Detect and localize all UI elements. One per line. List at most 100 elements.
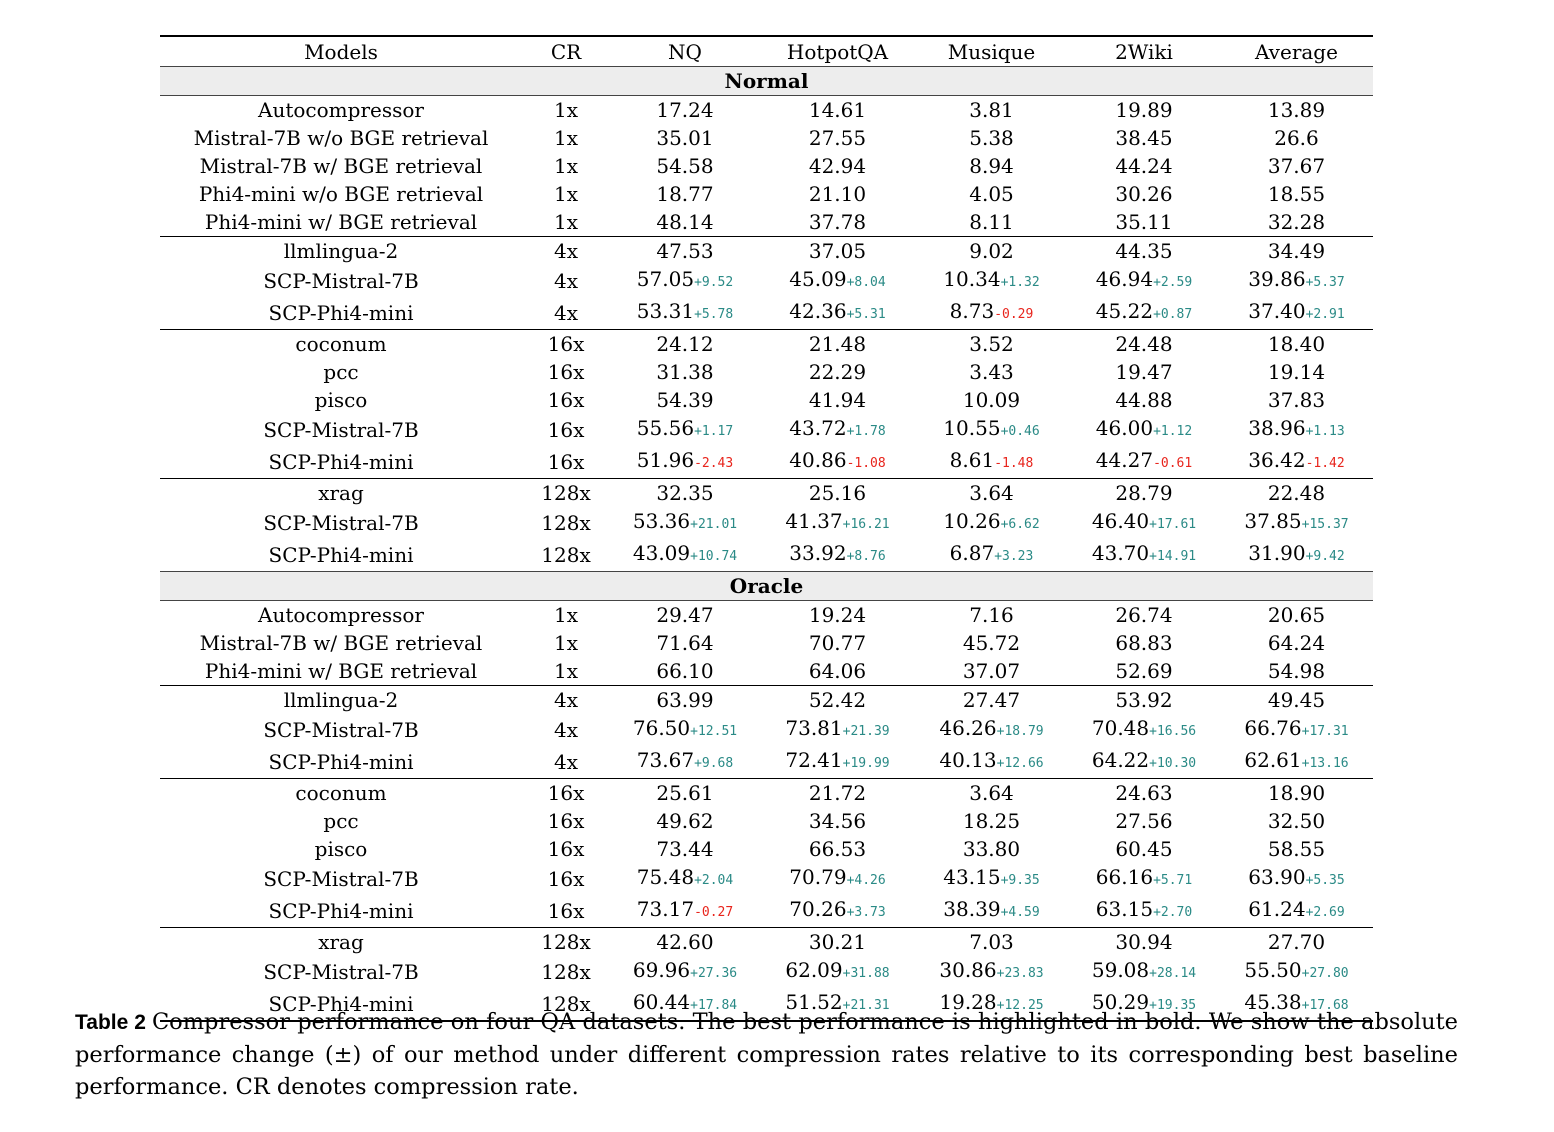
- cr-cell: 1x: [522, 180, 610, 208]
- score-cell: 72.41+19.99: [760, 746, 915, 779]
- score-cell: 25.61: [610, 778, 760, 807]
- score-value: 64.22: [1091, 748, 1150, 772]
- table-row: SCP-Phi4-mini 4x 73.67+9.68 72.41+19.99 40.1…: [160, 746, 1373, 779]
- score-cell: 73.17-0.27: [610, 895, 760, 928]
- score-cell: 54.98: [1220, 657, 1373, 686]
- score-value: 26.74: [1115, 603, 1173, 627]
- caption-label: Table 2: [75, 1011, 146, 1034]
- score-cell: 35.11: [1068, 208, 1220, 237]
- score-delta: -1.42: [1305, 456, 1345, 471]
- score-cell: 3.52: [915, 329, 1068, 358]
- cr-cell: 4x: [522, 746, 610, 779]
- model-name: coconum: [295, 781, 387, 805]
- table-row: SCP-Mistral-7B 128x 69.96+27.36 62.09+31.88…: [160, 956, 1373, 988]
- score-value: 19.47: [1115, 360, 1173, 384]
- score-value: 54.98: [1267, 659, 1326, 683]
- score-delta: +27.36: [690, 966, 738, 981]
- score-cell: 24.48: [1068, 329, 1220, 358]
- score-value: 18.55: [1267, 182, 1326, 206]
- score-cell: 64.06: [760, 657, 915, 686]
- score-delta: +2.91: [1305, 307, 1345, 322]
- score-value: 3.43: [969, 360, 1014, 384]
- section-header-row: Oracle: [160, 571, 1373, 601]
- score-cell: 24.12: [610, 329, 760, 358]
- score-cell: 31.90+9.42: [1220, 539, 1373, 572]
- score-value: 66.16: [1095, 865, 1154, 889]
- score-delta: +5.35: [1305, 873, 1345, 888]
- score-value: 9.02: [969, 239, 1014, 263]
- cr-cell: 1x: [522, 124, 610, 152]
- score-value: 48.14: [656, 210, 714, 234]
- score-cell: 10.09: [915, 386, 1068, 414]
- score-delta: +0.46: [1000, 424, 1040, 439]
- score-cell: 43.15+9.35: [915, 863, 1068, 895]
- model-cell: Phi4-mini w/o BGE retrieval: [160, 180, 522, 208]
- compression-rate: 1x: [553, 210, 578, 234]
- score-delta: +9.52: [694, 275, 734, 290]
- score-cell: 4.05: [915, 180, 1068, 208]
- score-delta: +1.78: [846, 424, 886, 439]
- column-header: 2Wiki: [1115, 39, 1173, 64]
- score-delta: +13.16: [1301, 756, 1349, 771]
- score-cell: 73.81+21.39: [760, 714, 915, 746]
- score-cell: 62.09+31.88: [760, 956, 915, 988]
- score-value: 45.72: [962, 631, 1021, 655]
- score-cell: 37.78: [760, 208, 915, 237]
- score-value: 47.53: [656, 239, 714, 263]
- score-value: 3.64: [969, 781, 1014, 805]
- table-row: xrag 128x 32.35 25.16 3.64 28.79 22.48: [160, 478, 1373, 507]
- column-header: Musique: [947, 39, 1036, 64]
- compression-rate: 16x: [547, 867, 585, 891]
- score-value: 52.42: [808, 688, 867, 712]
- model-name: SCP-Phi4-mini: [268, 543, 414, 567]
- compression-rate: 128x: [541, 481, 591, 505]
- score-cell: 44.24: [1068, 152, 1220, 180]
- score-value: 59.08: [1091, 958, 1150, 982]
- score-value: 61.24: [1248, 897, 1306, 921]
- score-cell: 57.05+9.52: [610, 265, 760, 297]
- score-cell: 45.38+17.68: [1220, 988, 1373, 1022]
- score-cell: 61.24+2.69: [1220, 895, 1373, 928]
- score-cell: 5.38: [915, 124, 1068, 152]
- score-value: 55.56: [636, 416, 695, 440]
- score-delta: +6.62: [1000, 517, 1040, 532]
- score-value: 31.90: [1248, 541, 1306, 565]
- score-value: 41.94: [808, 388, 867, 412]
- section-title: Normal: [160, 66, 1373, 96]
- compression-rate: 128x: [541, 543, 591, 567]
- table-row: SCP-Mistral-7B 128x 53.36+21.01 41.37+16.21…: [160, 507, 1373, 539]
- column-header: Average: [1255, 39, 1338, 64]
- score-cell: 51.52+21.31: [760, 988, 915, 1022]
- cr-cell: 128x: [522, 927, 610, 956]
- score-value: 7.03: [969, 930, 1014, 954]
- table-row: coconum 16x 24.12 21.48 3.52 24.48 18.40: [160, 329, 1373, 358]
- score-value: 64.06: [808, 659, 867, 683]
- model-name: Autocompressor: [258, 603, 424, 627]
- table-row: SCP-Phi4-mini 16x 73.17-0.27 70.26+3.73 38.3…: [160, 895, 1373, 928]
- section-title: Oracle: [160, 571, 1373, 601]
- score-cell: 41.94: [760, 386, 915, 414]
- score-value: 3.81: [969, 98, 1014, 122]
- model-cell: xrag: [160, 478, 522, 507]
- score-cell: 40.86-1.08: [760, 446, 915, 479]
- score-delta: +16.56: [1149, 724, 1197, 739]
- score-value: 33.80: [962, 837, 1021, 861]
- model-name: llmlingua-2: [283, 239, 399, 263]
- score-cell: 64.22+10.30: [1068, 746, 1220, 779]
- score-value: 18.40: [1267, 332, 1326, 356]
- results-table: Models CR NQ HotpotQA Musique 2Wiki Average No…: [160, 35, 1373, 1022]
- table-row: Phi4-mini w/ BGE retrieval 1x 48.14 37.78 8.…: [160, 208, 1373, 237]
- score-value: 71.64: [656, 631, 714, 655]
- cr-cell: 128x: [522, 988, 610, 1022]
- score-cell: 46.40+17.61: [1068, 507, 1220, 539]
- table-row: SCP-Phi4-mini 128x 60.44+17.84 51.52+21.31 1…: [160, 988, 1373, 1022]
- score-delta: +15.37: [1301, 517, 1349, 532]
- score-value: 37.85: [1244, 509, 1302, 533]
- score-cell: 53.36+21.01: [610, 507, 760, 539]
- score-cell: 29.47: [610, 601, 760, 630]
- score-value: 73.44: [656, 837, 714, 861]
- score-cell: 42.60: [610, 927, 760, 956]
- model-cell: SCP-Mistral-7B: [160, 714, 522, 746]
- cr-cell: 16x: [522, 358, 610, 386]
- score-value: 70.79: [789, 865, 847, 889]
